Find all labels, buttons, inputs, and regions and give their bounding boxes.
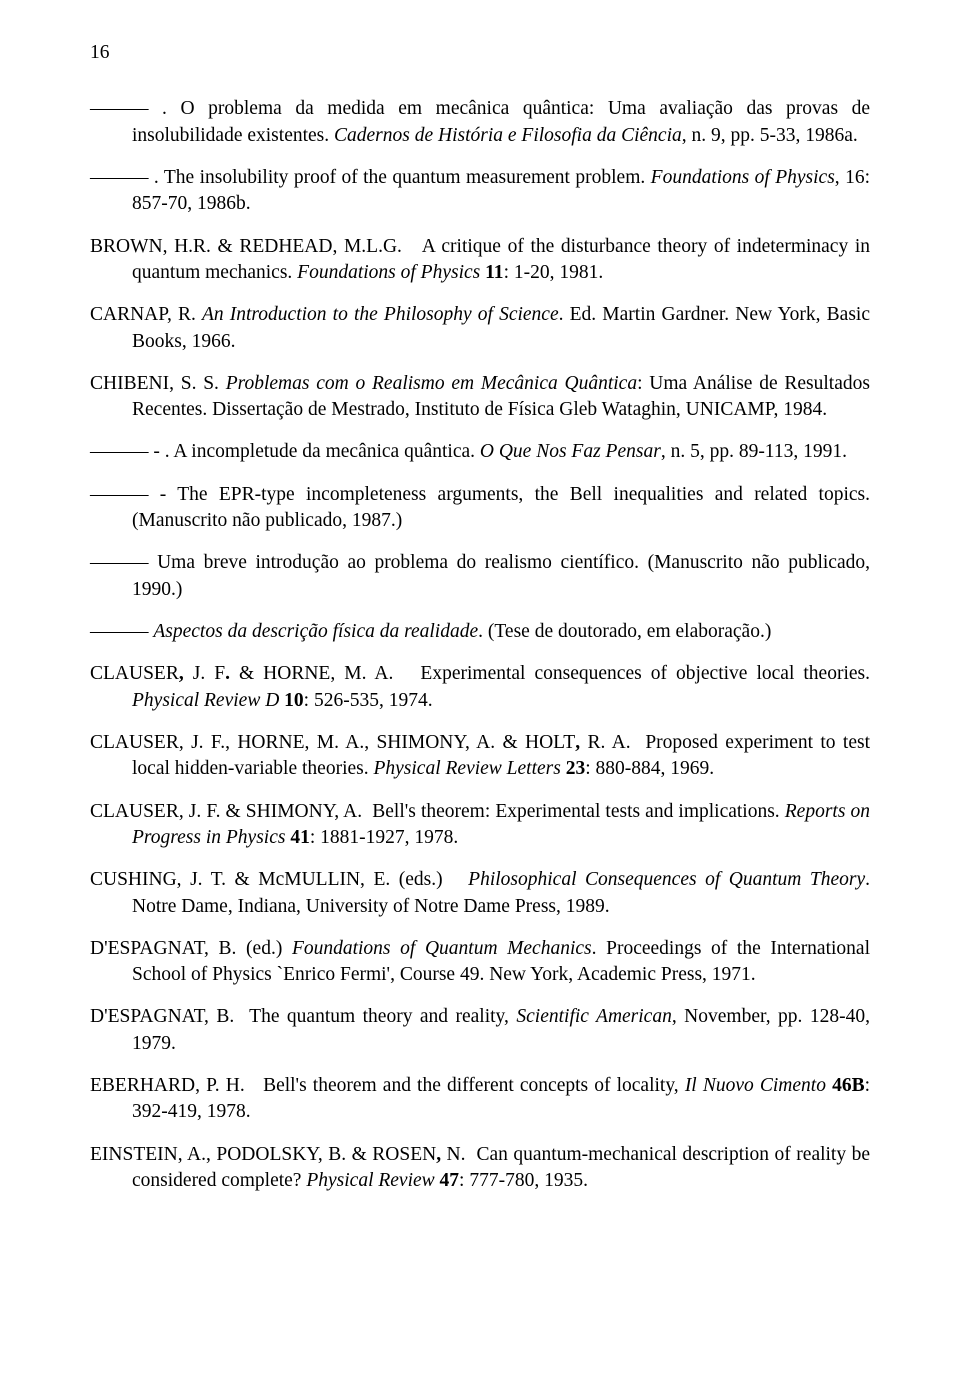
reference-entry: CUSHING, J. T. & McMULLIN, E. (eds.) Phi… (90, 867, 870, 920)
reference-entry: ——— Uma breve introdução ao problema do … (90, 550, 870, 603)
reference-entry: CARNAP, R. An Introduction to the Philos… (90, 302, 870, 355)
reference-entry: ——— - . A incompletude da mecânica quânt… (90, 439, 870, 465)
reference-entry: D'ESPAGNAT, B. (ed.) Foundations of Quan… (90, 936, 870, 989)
page-content: 16 ——— . O problema da medida em mecânic… (0, 0, 960, 1250)
references-list: ——— . O problema da medida em mecânica q… (90, 96, 870, 1194)
reference-entry: ——— - The EPR-type incompleteness argume… (90, 482, 870, 535)
reference-entry: EBERHARD, P. H. Bell's theorem and the d… (90, 1073, 870, 1126)
reference-entry: ——— . O problema da medida em mecânica q… (90, 96, 870, 149)
reference-entry: ——— Aspectos da descrição física da real… (90, 619, 870, 645)
reference-entry: ——— . The insolubility proof of the quan… (90, 165, 870, 218)
reference-entry: CLAUSER, J. F. & SHIMONY, A. Bell's theo… (90, 799, 870, 852)
reference-entry: CLAUSER, J. F., HORNE, M. A., SHIMONY, A… (90, 730, 870, 783)
reference-entry: CHIBENI, S. S. Problemas com o Realismo … (90, 371, 870, 424)
reference-entry: BROWN, H.R. & REDHEAD, M.L.G. A critique… (90, 234, 870, 287)
page-number: 16 (90, 40, 870, 66)
reference-entry: EINSTEIN, A., PODOLSKY, B. & ROSEN, N. C… (90, 1142, 870, 1195)
reference-entry: CLAUSER, J. F. & HORNE, M. A. Experiment… (90, 661, 870, 714)
reference-entry: D'ESPAGNAT, B. The quantum theory and re… (90, 1004, 870, 1057)
